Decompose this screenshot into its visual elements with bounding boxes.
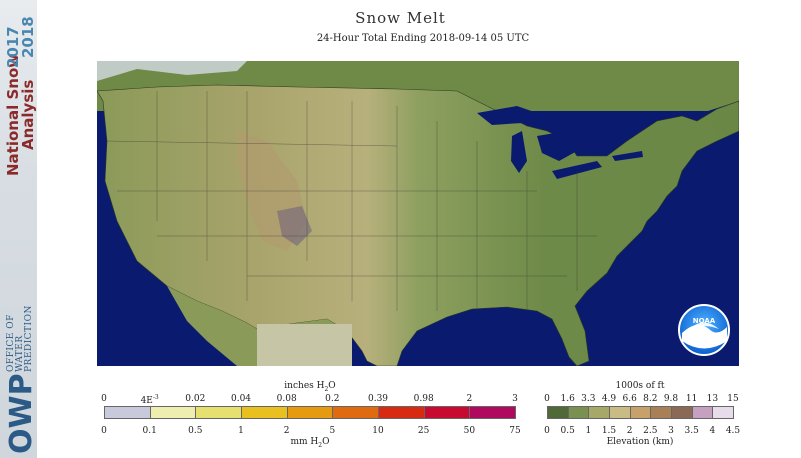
elevation-bottom-tick: 1.5 xyxy=(601,426,617,436)
snowmelt-legend-bottom-label: mm H2O xyxy=(290,437,330,449)
page-title: Snow Melt xyxy=(355,9,446,27)
snowmelt-swatch xyxy=(195,406,242,419)
snowmelt-bottom-tick: 75 xyxy=(509,426,521,436)
snowmelt-bottom-tick: 50 xyxy=(463,426,476,436)
elevation-swatch xyxy=(547,406,569,419)
lake-michigan xyxy=(511,131,527,173)
us-map: NOAA xyxy=(97,61,739,366)
elevation-top-tick: 9.8 xyxy=(663,394,679,404)
snowmelt-bottom-tick: 2 xyxy=(283,426,290,436)
elevation-top-tick: 0 xyxy=(544,394,550,404)
snowmelt-swatch xyxy=(469,406,516,419)
elevation-bottom-tick: 4 xyxy=(709,426,716,436)
elevation-bottom-tick: 0.5 xyxy=(560,426,575,436)
elevation-swatch xyxy=(609,406,631,419)
sidebar-org-abbrev: OWP xyxy=(4,373,39,454)
elevation-top-tick: 8.2 xyxy=(643,394,658,404)
sidebar-org-line3: PREDICTION xyxy=(24,305,34,372)
snowmelt-bottom-tick: 5 xyxy=(329,426,336,436)
elevation-top-tick: 4.9 xyxy=(601,394,617,404)
elevation-bottom-tick: 3.5 xyxy=(684,426,699,436)
snowmelt-bottom-tick: 0.5 xyxy=(188,426,203,436)
snowmelt-bottom-tick: 1 xyxy=(238,426,244,436)
elevation-bottom-tick: 3 xyxy=(668,426,674,436)
lake-superior xyxy=(477,106,537,125)
elevation-legend-top-label: 1000s of ft xyxy=(615,381,665,391)
snowmelt-swatch xyxy=(378,406,425,419)
lake-erie xyxy=(552,161,602,179)
snowmelt-swatch xyxy=(104,406,151,419)
lake-huron xyxy=(537,131,577,161)
elevation-legend-bottom-label: Elevation (km) xyxy=(606,437,674,447)
snowmelt-legend-top-label: inches H2O xyxy=(284,381,336,393)
elevation-top-tick: 3.3 xyxy=(581,394,596,404)
state-borders xyxy=(106,91,597,311)
snowmelt-top-tick: 4E-3 xyxy=(140,394,159,406)
snowmelt-bottom-tick: 10 xyxy=(372,426,384,436)
elevation-bottom-tick: 1 xyxy=(585,426,592,436)
snowmelt-swatch xyxy=(286,406,334,419)
snowmelt-bottom-tick: 0.1 xyxy=(142,426,157,436)
page-subtitle: 24-Hour Total Ending 2018-09-14 05 UTC xyxy=(316,33,530,44)
snowmelt-bottom-tick: 25 xyxy=(417,426,430,436)
elevation-swatch xyxy=(588,406,610,419)
snowmelt-top-tick: 0.04 xyxy=(230,394,252,404)
snowmelt-top-tick-exponent: -3 xyxy=(152,394,159,401)
lake-ontario xyxy=(612,151,643,161)
elevation-top-tick: 1.6 xyxy=(560,394,575,404)
snowmelt-top-tick: 0.02 xyxy=(185,394,206,404)
snowmelt-swatch xyxy=(332,406,379,419)
elevation-bottom-tick: 2.5 xyxy=(643,426,658,436)
sidebar-title-line2: Analysis xyxy=(19,79,37,150)
snowmelt-top-tick: 3 xyxy=(512,394,518,404)
snowmelt-top-tick: 0.2 xyxy=(325,394,340,404)
elevation-bottom-tick: 2 xyxy=(626,426,633,436)
elevation-top-tick: 15 xyxy=(727,394,739,404)
elevation-swatch xyxy=(712,406,734,419)
north-snow-area xyxy=(97,61,247,81)
elevation-top-tick: 13 xyxy=(706,394,719,404)
snowmelt-top-tick: 0 xyxy=(101,394,107,404)
elevation-swatch xyxy=(629,406,652,419)
sidebar-org-name: OFFICE OF WATER PREDICTION xyxy=(6,262,34,374)
snowmelt-top-tick: 0.08 xyxy=(276,394,297,404)
elevation-top-tick: 6.6 xyxy=(622,394,637,404)
snowmelt-top-tick: 0.98 xyxy=(413,394,434,404)
elevation-swatch xyxy=(671,406,693,419)
snowmelt-swatch xyxy=(149,406,197,419)
elevation-top-tick: 11 xyxy=(685,394,698,404)
elevation-swatch xyxy=(567,406,590,419)
noaa-logo-text: NOAA xyxy=(693,317,716,325)
sidebar: National Snow Analysis 2017 2018 OFFICE … xyxy=(0,0,39,458)
elevation-swatch xyxy=(650,406,672,419)
snowmelt-swatch xyxy=(241,406,288,419)
noaa-logo: NOAA xyxy=(678,304,730,356)
snowmelt-bottom-tick: 0 xyxy=(101,426,107,436)
snowmelt-swatch xyxy=(423,406,471,419)
elevation-bottom-tick: 0 xyxy=(544,426,550,436)
no-data-region xyxy=(257,324,352,366)
elevation-swatch xyxy=(691,406,714,419)
snowmelt-top-tick: 2 xyxy=(466,394,473,404)
snowmelt-top-tick: 0.39 xyxy=(367,394,389,404)
map-panel: NOAA xyxy=(97,61,739,366)
elevation-bottom-tick: 4.5 xyxy=(725,426,741,436)
